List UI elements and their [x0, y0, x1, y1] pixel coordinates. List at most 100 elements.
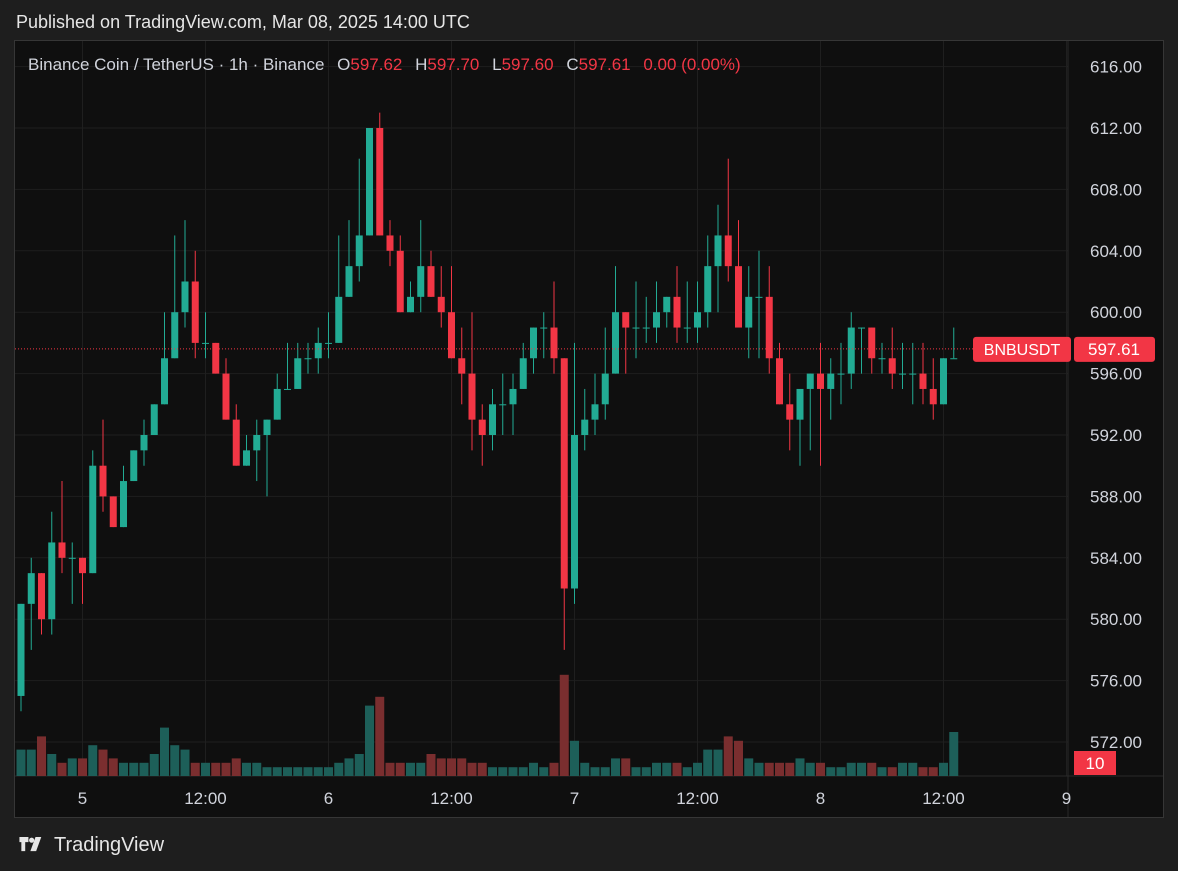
- candle-body: [560, 358, 568, 589]
- volume-bar: [272, 767, 282, 776]
- candle-body: [396, 250, 404, 313]
- candle-body: [109, 496, 117, 528]
- volume-bar: [16, 749, 26, 776]
- volume-bar: [631, 767, 641, 776]
- volume-bar: [108, 758, 118, 776]
- close-label: C: [566, 55, 579, 74]
- volume-bar: [508, 767, 518, 776]
- volume-bar: [805, 762, 815, 776]
- candle-body: [68, 557, 76, 559]
- volume-bar: [488, 767, 497, 776]
- volume-bar: [385, 762, 395, 776]
- candle-body: [878, 358, 886, 360]
- volume-bar: [539, 767, 549, 776]
- candle-body: [919, 373, 927, 389]
- candle-body: [827, 373, 835, 389]
- low-value: 597.60: [501, 55, 554, 74]
- volume-bar: [119, 762, 128, 776]
- candle-body: [806, 373, 814, 389]
- volume-bar: [898, 762, 907, 776]
- candle-body: [683, 327, 691, 329]
- volume-bar: [129, 762, 139, 776]
- candle-body: [899, 373, 906, 375]
- volume-bar: [395, 762, 405, 776]
- y-tick-label: 596.00: [1090, 365, 1142, 384]
- volume-bar: [867, 762, 877, 776]
- candle-body: [847, 327, 855, 374]
- volume-bar: [180, 749, 190, 776]
- candle-body: [786, 404, 794, 420]
- x-tick-label: 6: [324, 789, 333, 808]
- candle-body: [437, 296, 445, 313]
- symbol-tag-label: BNBUSDT: [984, 342, 1061, 359]
- y-tick-label: 588.00: [1090, 487, 1142, 506]
- price-tag: [1074, 336, 1155, 362]
- candle-body: [417, 266, 425, 297]
- footer-brand[interactable]: TradingView: [16, 834, 164, 857]
- volume-bar: [570, 740, 579, 776]
- open-label: O: [337, 55, 351, 74]
- volume-bar: [887, 767, 897, 776]
- volume-bar: [416, 762, 426, 776]
- candle-body: [79, 557, 86, 574]
- candle-body: [48, 542, 56, 620]
- candle-body: [263, 419, 271, 435]
- volume-bar: [611, 758, 620, 776]
- volume-bar: [324, 767, 333, 776]
- volume-bar: [949, 732, 959, 776]
- y-tick-label: 592.00: [1090, 426, 1142, 445]
- candle-body: [530, 327, 537, 359]
- candle-body: [694, 312, 701, 328]
- volume-bar: [283, 767, 292, 776]
- candle-body: [314, 342, 322, 359]
- symbol-description: Binance Coin / TetherUS · 1h · Binance: [28, 55, 325, 74]
- candle-body: [120, 481, 127, 528]
- candle-body: [99, 465, 107, 497]
- candle-body: [243, 450, 250, 466]
- volume-bar: [846, 762, 856, 776]
- candle-body: [929, 388, 937, 405]
- volume-bar: [160, 727, 169, 776]
- candle-body: [161, 358, 168, 405]
- candle-body: [632, 327, 640, 329]
- volume-bar: [559, 674, 569, 776]
- candle-body: [458, 358, 466, 374]
- candle-body: [540, 327, 548, 329]
- candle-body: [222, 373, 230, 420]
- y-tick-label: 580.00: [1090, 610, 1142, 629]
- volume-bar: [447, 758, 456, 776]
- open-value: 597.62: [350, 55, 403, 74]
- candle-body: [612, 312, 619, 374]
- volume-bar: [47, 754, 57, 776]
- volume-bar: [149, 754, 159, 776]
- y-tick-label: 616.00: [1090, 58, 1142, 77]
- y-tick-label: 572.00: [1090, 733, 1142, 752]
- volume-bar: [877, 767, 887, 776]
- volume-bar: [529, 762, 538, 776]
- candle-body: [745, 296, 753, 328]
- candle-body: [714, 235, 722, 267]
- candle-body: [519, 358, 527, 389]
- candle-body: [212, 342, 220, 374]
- change-value: 0.00 (0.00%): [643, 55, 741, 74]
- volume-tag: [1074, 751, 1116, 775]
- candle-body: [858, 327, 865, 329]
- candle-body: [796, 388, 804, 420]
- symbol-tag: [973, 336, 1071, 362]
- volume-bar: [303, 767, 313, 776]
- volume-bar: [600, 767, 610, 776]
- price-tag-value: 597.61: [1088, 340, 1140, 359]
- y-tick-label: 600.00: [1090, 303, 1142, 322]
- volume-bar: [190, 762, 200, 776]
- volume-bar: [590, 767, 600, 776]
- high-label: H: [415, 55, 428, 74]
- candle-body: [663, 296, 671, 313]
- volume-bar: [37, 736, 46, 776]
- candle-body: [355, 235, 363, 267]
- volume-bar: [518, 767, 528, 776]
- candle-body: [294, 358, 302, 389]
- candle-body: [130, 450, 138, 482]
- volume-bar: [816, 762, 825, 776]
- candle-body: [499, 404, 507, 406]
